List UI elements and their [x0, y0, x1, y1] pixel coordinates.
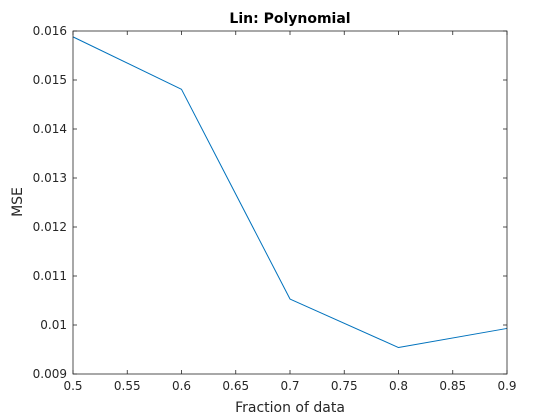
y-axis-label: MSE	[10, 187, 26, 217]
chart-title: Lin: Polynomial	[229, 11, 350, 27]
y-tick-label: 0.014	[33, 122, 67, 136]
y-tick-label: 0.013	[33, 171, 67, 185]
x-tick-label: 0.85	[439, 379, 466, 393]
x-tick-label: 0.5	[63, 379, 82, 393]
x-tick-label: 0.65	[222, 379, 249, 393]
plot-box	[72, 30, 508, 375]
y-tick-label: 0.016	[33, 24, 67, 38]
y-tick-label: 0.01	[40, 318, 67, 332]
x-tick-label: 0.75	[331, 379, 358, 393]
x-tick-label: 0.55	[114, 379, 141, 393]
x-tick-label: 0.9	[497, 379, 516, 393]
y-axis-ticks: 0.009 0.01 0.011 0.012 0.013 0.014 0.015 0.016	[33, 24, 507, 381]
x-tick-label: 0.6	[172, 379, 191, 393]
y-tick-label: 0.015	[33, 73, 67, 87]
x-tick-label: 0.8	[389, 379, 408, 393]
x-tick-label: 0.7	[280, 379, 299, 393]
plot-area	[73, 31, 507, 374]
series-line-0	[72, 36, 508, 349]
y-tick-label: 0.009	[33, 367, 67, 381]
y-tick-label: 0.011	[33, 269, 67, 283]
x-axis-ticks: 0.5 0.55 0.6 0.65 0.7 0.75 0.8 0.85 0.9	[63, 31, 517, 393]
y-tick-label: 0.012	[33, 220, 67, 234]
series-layer	[72, 36, 508, 349]
x-axis-label: Fraction of data	[235, 400, 345, 416]
